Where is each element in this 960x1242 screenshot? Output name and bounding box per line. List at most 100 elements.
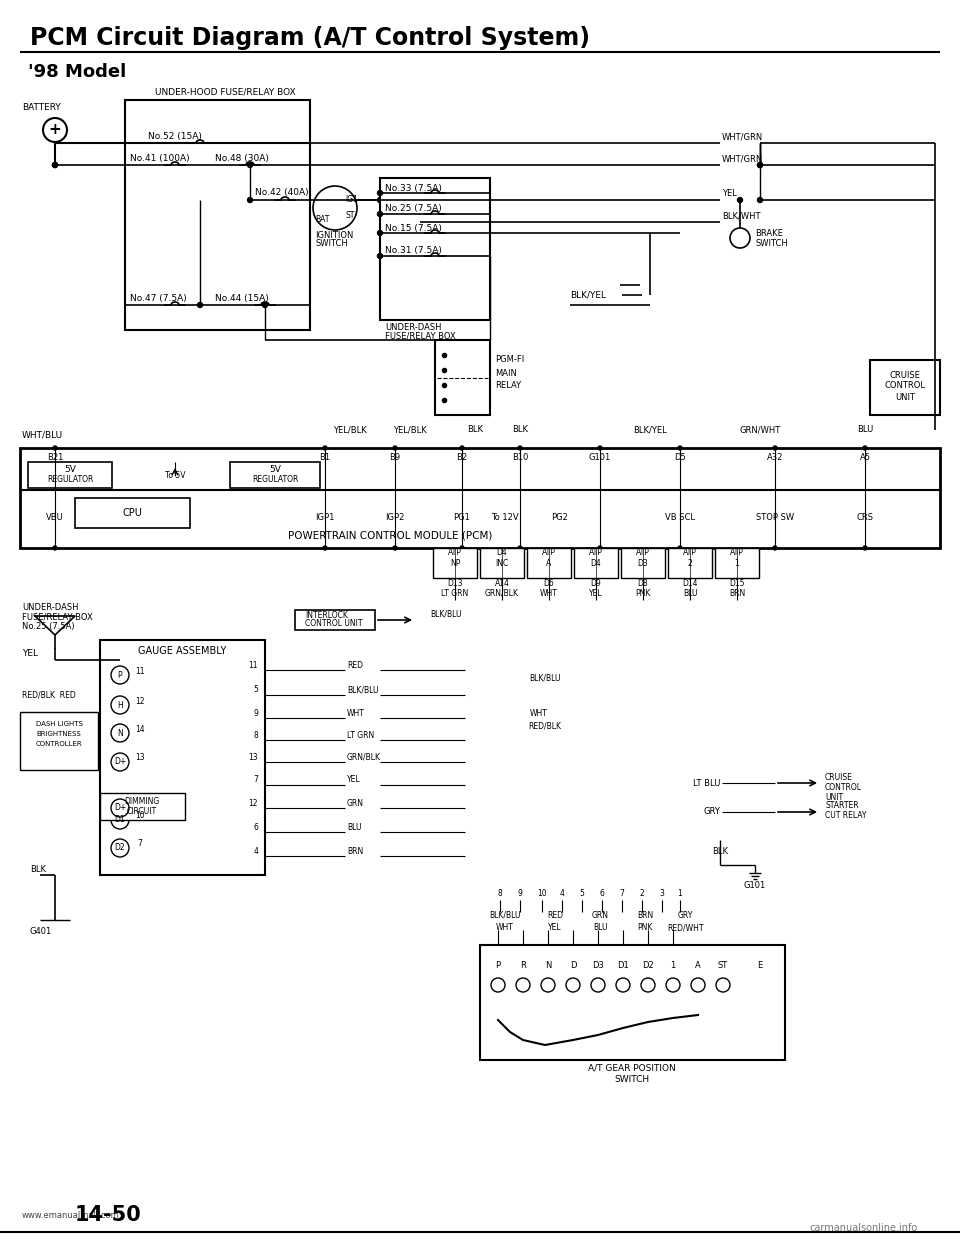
Text: FUSE/RELAY BOX: FUSE/RELAY BOX bbox=[22, 612, 93, 621]
Text: CRS: CRS bbox=[856, 513, 874, 523]
Text: No.47 (7.5A): No.47 (7.5A) bbox=[130, 293, 187, 303]
Text: 5: 5 bbox=[580, 888, 585, 898]
Text: GRN: GRN bbox=[347, 799, 364, 807]
Text: No.42 (40A): No.42 (40A) bbox=[255, 189, 308, 197]
Text: INTERLOCK: INTERLOCK bbox=[305, 611, 348, 620]
Text: RED: RED bbox=[547, 910, 563, 919]
Text: BLK/BLU: BLK/BLU bbox=[529, 673, 561, 683]
Text: BATTERY: BATTERY bbox=[22, 103, 60, 113]
Text: REGULATOR: REGULATOR bbox=[252, 474, 299, 483]
Text: WHT/GRN: WHT/GRN bbox=[722, 154, 763, 164]
Text: 5V: 5V bbox=[64, 465, 76, 473]
Text: GRN: GRN bbox=[591, 910, 609, 919]
Text: N: N bbox=[545, 960, 551, 970]
Bar bbox=[480, 548, 524, 578]
Text: RED/WHT: RED/WHT bbox=[667, 924, 704, 933]
Text: B21: B21 bbox=[47, 453, 63, 462]
Text: D13: D13 bbox=[447, 579, 463, 587]
Text: BLU: BLU bbox=[683, 589, 697, 597]
Circle shape bbox=[598, 446, 602, 450]
Text: D+: D+ bbox=[114, 804, 126, 812]
Text: PG2: PG2 bbox=[552, 513, 568, 523]
Text: UNIT: UNIT bbox=[895, 392, 915, 401]
Bar bbox=[574, 548, 618, 578]
Text: SWITCH: SWITCH bbox=[315, 240, 348, 248]
Circle shape bbox=[393, 446, 397, 450]
Text: 8: 8 bbox=[253, 730, 258, 739]
Circle shape bbox=[53, 546, 57, 550]
Text: BRAKE: BRAKE bbox=[755, 229, 782, 237]
Bar bbox=[20, 712, 98, 770]
Bar bbox=[125, 101, 310, 330]
Text: D14: D14 bbox=[683, 579, 698, 587]
Bar bbox=[380, 178, 490, 320]
Circle shape bbox=[863, 546, 867, 550]
Text: BLK/BLU: BLK/BLU bbox=[347, 686, 378, 694]
Circle shape bbox=[377, 197, 382, 202]
Text: GRN/WHT: GRN/WHT bbox=[739, 426, 780, 435]
Text: BLK/WHT: BLK/WHT bbox=[722, 211, 760, 221]
Text: 4: 4 bbox=[253, 847, 258, 856]
Text: +: + bbox=[49, 123, 61, 138]
Circle shape bbox=[377, 231, 382, 236]
Text: WHT: WHT bbox=[347, 708, 365, 718]
Text: 12: 12 bbox=[249, 799, 258, 807]
Text: 3: 3 bbox=[660, 888, 664, 898]
Circle shape bbox=[678, 446, 682, 450]
Text: A14: A14 bbox=[494, 579, 510, 587]
Text: CPU: CPU bbox=[122, 508, 142, 518]
Text: WHT: WHT bbox=[530, 708, 548, 718]
Text: VB SCL: VB SCL bbox=[665, 513, 695, 523]
Text: YEL: YEL bbox=[548, 924, 562, 933]
Text: D: D bbox=[569, 960, 576, 970]
Circle shape bbox=[53, 163, 58, 168]
Text: ST: ST bbox=[345, 210, 354, 220]
Text: GRN/BLK: GRN/BLK bbox=[485, 589, 519, 597]
Text: ATP
NP: ATP NP bbox=[448, 548, 462, 568]
Text: YEL: YEL bbox=[589, 589, 603, 597]
Text: REGULATOR: REGULATOR bbox=[47, 474, 93, 483]
Text: UNDER-HOOD FUSE/RELAY BOX: UNDER-HOOD FUSE/RELAY BOX bbox=[155, 87, 296, 97]
Circle shape bbox=[518, 446, 522, 450]
Circle shape bbox=[198, 303, 203, 308]
Text: No.52 (15A): No.52 (15A) bbox=[148, 132, 202, 140]
Text: PGM-FI: PGM-FI bbox=[495, 355, 524, 364]
Text: D4
INC: D4 INC bbox=[495, 548, 509, 568]
Text: G101: G101 bbox=[744, 881, 766, 889]
Circle shape bbox=[393, 546, 397, 550]
Text: CONTROLLER: CONTROLLER bbox=[36, 741, 83, 746]
Text: D9: D9 bbox=[590, 579, 601, 587]
Text: No.33 (7.5A): No.33 (7.5A) bbox=[385, 184, 442, 193]
Text: D1: D1 bbox=[114, 816, 126, 825]
Text: P: P bbox=[118, 671, 122, 679]
Text: GAUGE ASSEMBLY: GAUGE ASSEMBLY bbox=[138, 646, 227, 656]
Text: BRN: BRN bbox=[347, 847, 363, 856]
Text: 6: 6 bbox=[253, 822, 258, 831]
Text: CONTROL: CONTROL bbox=[825, 782, 862, 791]
Circle shape bbox=[757, 197, 762, 202]
Text: 9: 9 bbox=[253, 708, 258, 718]
Text: No.48 (30A): No.48 (30A) bbox=[215, 154, 269, 163]
Text: P: P bbox=[495, 960, 500, 970]
Text: BLU: BLU bbox=[592, 924, 608, 933]
Circle shape bbox=[460, 546, 464, 550]
Bar bbox=[870, 360, 940, 415]
Text: H: H bbox=[117, 700, 123, 709]
Text: No.41 (100A): No.41 (100A) bbox=[130, 154, 190, 163]
Text: '98 Model: '98 Model bbox=[28, 63, 127, 81]
Text: 5: 5 bbox=[253, 686, 258, 694]
Text: YEL/BLK: YEL/BLK bbox=[394, 426, 427, 435]
Text: D1: D1 bbox=[617, 960, 629, 970]
Text: D+: D+ bbox=[114, 758, 126, 766]
Text: WHT: WHT bbox=[540, 589, 558, 597]
Text: GRY: GRY bbox=[703, 807, 720, 816]
Text: GRY: GRY bbox=[678, 910, 693, 919]
Bar bbox=[75, 498, 190, 528]
Bar bbox=[100, 792, 185, 820]
Text: CUT RELAY: CUT RELAY bbox=[825, 811, 867, 821]
Text: 7: 7 bbox=[137, 840, 142, 848]
Text: D2: D2 bbox=[114, 843, 126, 852]
Bar bbox=[715, 548, 759, 578]
Text: BRIGHTNESS: BRIGHTNESS bbox=[36, 732, 82, 737]
Text: 5V: 5V bbox=[269, 465, 281, 473]
